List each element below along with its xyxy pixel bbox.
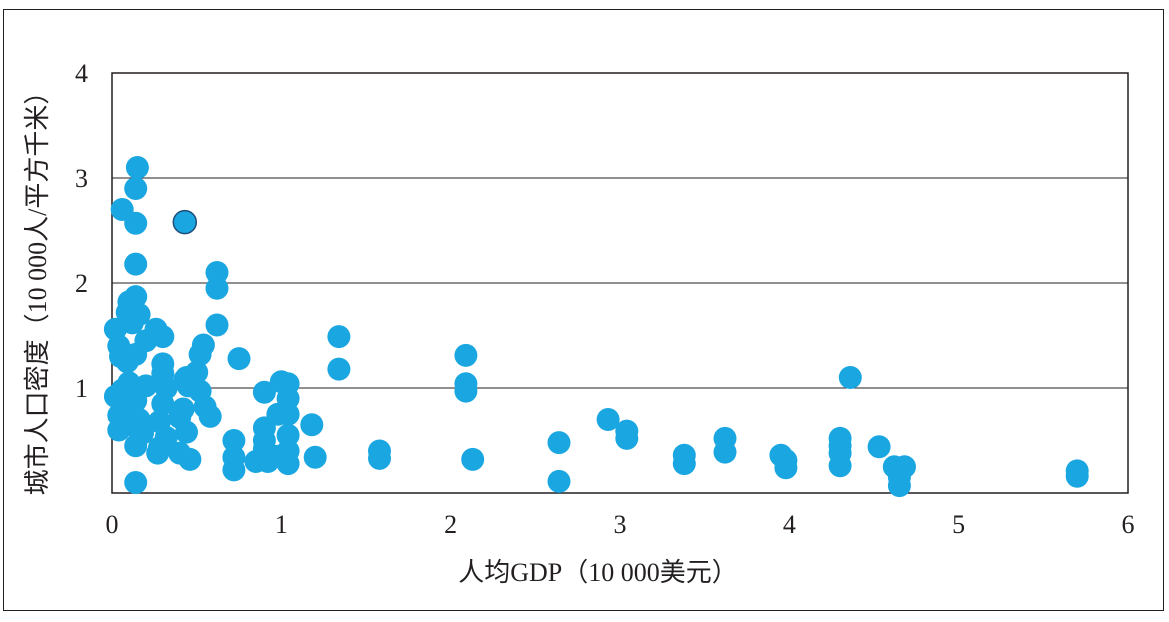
- data-point: [368, 446, 391, 470]
- data-point: [175, 420, 198, 444]
- data-point: [547, 469, 571, 493]
- data-point: [327, 325, 351, 349]
- data-point: [124, 252, 148, 276]
- data-point: [828, 454, 852, 478]
- data-point: [266, 444, 290, 468]
- data-point: [124, 434, 148, 458]
- data-point: [124, 471, 148, 494]
- data-point: [454, 379, 478, 403]
- data-point: [774, 456, 798, 480]
- x-tick-label: 2: [444, 510, 457, 539]
- data-point: [303, 445, 327, 469]
- x-tick-label: 6: [1122, 510, 1135, 539]
- data-point: [893, 455, 916, 479]
- data-point: [227, 347, 251, 371]
- data-point: [151, 392, 175, 416]
- plot-area: [111, 72, 1129, 494]
- data-point: [198, 404, 222, 428]
- x-tick-label: 5: [952, 510, 965, 539]
- data-point: [222, 458, 246, 482]
- data-point: [222, 429, 246, 452]
- data-point: [205, 313, 229, 337]
- data-point: [124, 211, 148, 235]
- data-point: [887, 474, 911, 498]
- y-tick-label: 1: [75, 374, 88, 403]
- data-point: [547, 431, 571, 455]
- data-point: [172, 209, 198, 235]
- data-point: [205, 261, 229, 284]
- data-point: [615, 426, 639, 450]
- x-tick-labels: 0 1 2 3 4 5 6: [106, 510, 1135, 539]
- data-point: [120, 311, 144, 335]
- y-tick-labels: 1 2 3 4: [75, 59, 88, 403]
- x-tick-label: 3: [614, 510, 627, 539]
- data-point: [178, 447, 202, 471]
- y-axis-title: 城市人口密度（10 000人/平方千米）: [23, 79, 52, 496]
- data-point: [461, 447, 485, 471]
- data-point: [454, 343, 478, 367]
- chart-frame: [3, 9, 1164, 611]
- x-tick-label: 4: [783, 510, 796, 539]
- data-point: [596, 408, 620, 431]
- grid-layer: [112, 177, 1128, 389]
- x-axis-title: 人均GDP（10 000美元）: [458, 558, 738, 587]
- data-point: [188, 342, 212, 366]
- data-point: [146, 441, 170, 465]
- data-point: [713, 440, 737, 464]
- x-tick-label: 1: [275, 510, 288, 539]
- data-point: [327, 357, 351, 381]
- x-tick-label: 0: [106, 510, 119, 539]
- data-point: [205, 276, 229, 300]
- y-tick-label: 2: [75, 269, 88, 298]
- data-point: [867, 435, 891, 459]
- data-point: [672, 452, 696, 476]
- data-point: [107, 418, 131, 442]
- data-point: [266, 402, 290, 426]
- y-tick-label: 4: [75, 59, 88, 88]
- data-point: [125, 156, 149, 179]
- data-point: [124, 342, 148, 366]
- points-layer: [103, 156, 1089, 498]
- data-point: [838, 366, 862, 389]
- data-point: [252, 380, 276, 404]
- data-point: [1065, 464, 1089, 488]
- y-tick-label: 3: [75, 164, 88, 193]
- data-point: [300, 413, 324, 437]
- data-point: [124, 177, 148, 200]
